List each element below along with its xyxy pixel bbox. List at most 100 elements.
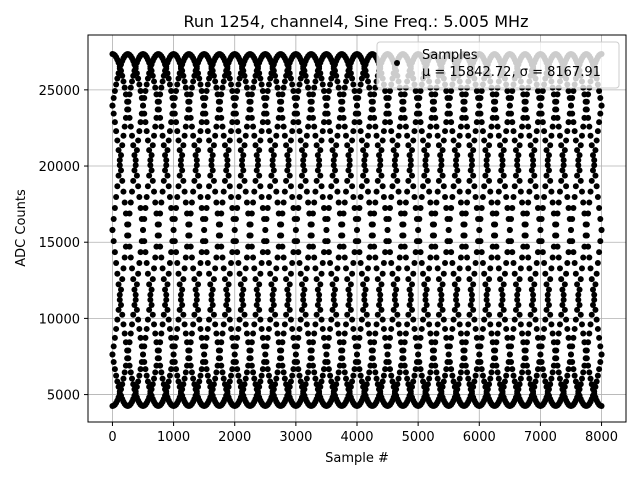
sample-point	[278, 347, 285, 354]
sample-point	[459, 210, 466, 217]
sample-point	[481, 270, 488, 277]
sample-point	[165, 270, 172, 277]
sample-point	[420, 183, 427, 190]
sample-point	[248, 362, 255, 369]
sample-point	[151, 265, 158, 272]
sample-point	[180, 311, 187, 318]
sample-point	[241, 276, 248, 283]
sample-point	[168, 249, 175, 256]
sample-point	[250, 330, 257, 337]
sample-point	[443, 334, 450, 341]
sample-point	[519, 123, 526, 130]
sample-point	[120, 132, 127, 139]
sample-point	[464, 254, 471, 261]
sample-point	[588, 311, 595, 318]
sample-point	[434, 188, 441, 195]
sample-point	[574, 281, 581, 288]
sample-point	[477, 238, 484, 245]
sample-point	[151, 78, 158, 85]
sample-point	[114, 75, 121, 82]
sample-point	[294, 215, 301, 222]
sample-point	[391, 296, 398, 303]
sample-point	[251, 265, 258, 272]
sample-point	[270, 167, 277, 174]
sample-point	[259, 334, 266, 341]
sample-point	[116, 291, 123, 298]
sample-point	[269, 162, 276, 169]
sample-point	[563, 270, 570, 277]
sample-point	[454, 286, 461, 293]
sample-point	[411, 325, 418, 332]
sample-point	[555, 369, 562, 376]
sample-point	[556, 132, 563, 139]
sample-point	[597, 95, 604, 102]
sample-point	[279, 210, 286, 217]
sample-point	[497, 311, 504, 318]
sample-point	[295, 204, 302, 211]
sample-point	[429, 347, 436, 354]
sample-point	[157, 91, 164, 98]
sample-point	[549, 123, 556, 130]
sample-point	[181, 188, 188, 195]
sample-point	[290, 204, 297, 211]
sample-point	[575, 162, 582, 169]
sample-point	[530, 388, 537, 395]
sample-point	[582, 98, 589, 105]
sample-point	[558, 142, 565, 149]
sample-point	[274, 84, 281, 91]
sample-point	[334, 375, 341, 382]
sample-point	[468, 162, 475, 169]
sample-point	[366, 369, 373, 376]
sample-point	[448, 119, 455, 126]
sample-point	[120, 78, 127, 85]
sample-point	[207, 383, 214, 390]
sample-point	[259, 119, 266, 126]
sample-point	[571, 194, 578, 201]
sample-point	[528, 301, 535, 308]
sample-point	[314, 152, 321, 159]
sample-point	[195, 172, 202, 179]
sample-point	[298, 383, 305, 390]
sample-point	[289, 325, 296, 332]
sample-point	[144, 316, 151, 323]
sample-point	[331, 286, 338, 293]
sample-point	[142, 249, 149, 256]
sample-point	[434, 375, 441, 382]
sample-point	[237, 172, 244, 179]
sample-point	[196, 316, 203, 323]
sample-point	[213, 369, 220, 376]
sample-point	[362, 152, 369, 159]
sample-point	[258, 260, 265, 266]
sample-point	[338, 347, 345, 354]
sample-point	[258, 128, 265, 135]
sample-point	[346, 291, 353, 298]
sample-point	[369, 355, 376, 362]
sample-point	[111, 334, 118, 341]
sample-point	[144, 137, 151, 144]
sample-point	[450, 270, 457, 277]
sample-point	[582, 221, 589, 228]
sample-point	[578, 375, 585, 382]
sample-point	[571, 260, 578, 266]
sample-point	[457, 254, 464, 261]
sample-point	[553, 221, 560, 228]
sample-point	[135, 75, 142, 82]
sample-point	[235, 81, 242, 88]
sample-point	[115, 172, 122, 179]
sample-point	[192, 152, 199, 159]
sample-point	[190, 375, 197, 382]
sample-point	[311, 123, 318, 130]
sample-point	[517, 132, 524, 139]
sample-point	[208, 291, 215, 298]
sample-point	[193, 291, 200, 298]
sample-point	[328, 137, 335, 144]
sample-point	[510, 372, 517, 379]
sample-point	[388, 325, 395, 332]
sample-point	[223, 167, 230, 174]
sample-point	[409, 383, 416, 390]
sample-point	[526, 188, 533, 195]
sample-point	[130, 177, 137, 184]
sample-point	[325, 87, 332, 94]
sample-point	[516, 276, 523, 283]
sample-point	[267, 316, 274, 323]
